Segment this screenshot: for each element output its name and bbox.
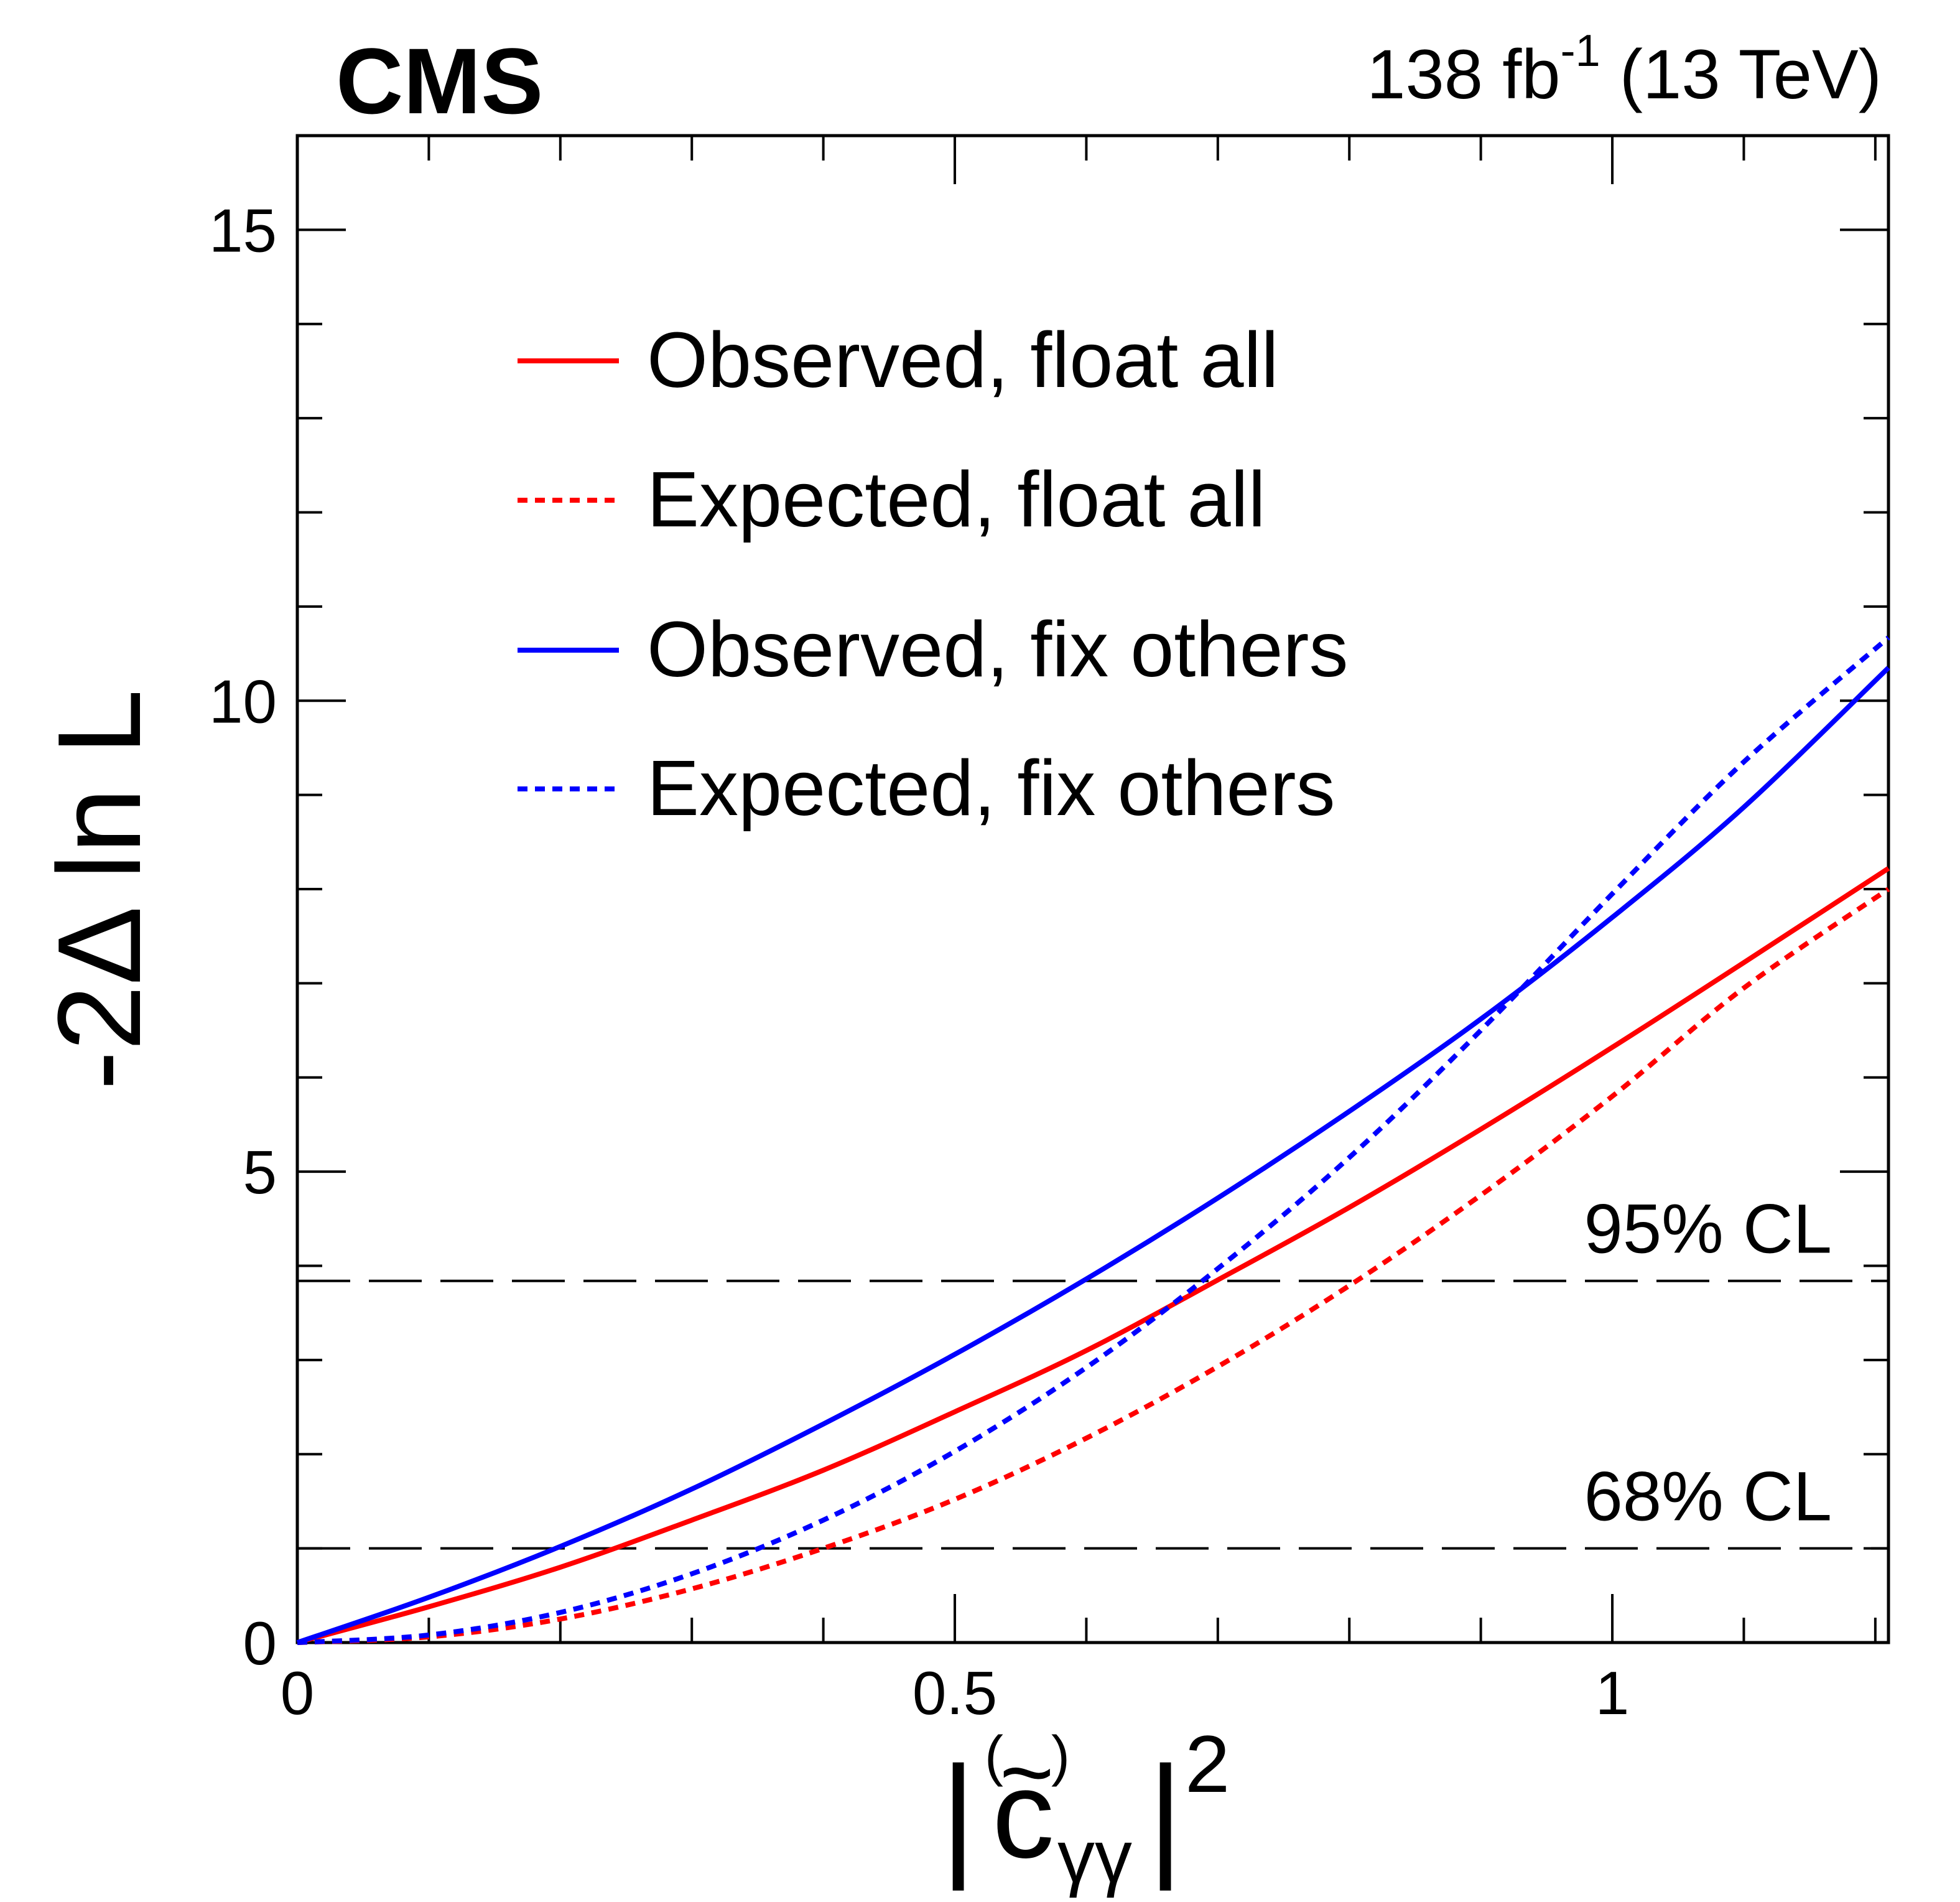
x-tick-label: 0.5 — [913, 1659, 997, 1727]
x-label-subscript: γγ — [1057, 1815, 1132, 1898]
x-tick-label: 1 — [1595, 1659, 1630, 1727]
x-tick-labels: 0 0.5 1 — [281, 1659, 1630, 1727]
x-label-tilde: ~ — [1000, 1720, 1054, 1824]
y-axis-label: -2Δ ln L — [34, 689, 165, 1091]
x-label-bar-right: | — [1148, 1738, 1183, 1891]
confidence-level-lines: 68% CL 95% CL — [297, 1190, 1888, 1550]
x-label-symbol: c — [992, 1745, 1054, 1884]
series-curves — [296, 635, 1890, 1645]
y-tick-labels: 0 5 10 15 — [209, 196, 277, 1677]
experiment-label: CMS — [336, 29, 543, 133]
axis-ticks — [296, 134, 1888, 1644]
lumi-exponent: -1 — [1561, 26, 1600, 76]
cl-reference-label: 68% CL — [1584, 1458, 1832, 1536]
series-line — [296, 666, 1890, 1645]
x-tick-label: 0 — [281, 1659, 315, 1727]
series-line — [297, 635, 1890, 1645]
y-tick-label: 0 — [243, 1609, 277, 1677]
y-tick-label: 10 — [209, 667, 277, 735]
cl-reference-label: 95% CL — [1584, 1190, 1832, 1268]
legend: Observed, float all Expected, float all Ob… — [518, 316, 1348, 832]
legend-label: Expected, fix others — [647, 744, 1335, 832]
x-label-bar-left: | — [941, 1738, 976, 1891]
lumi-energy: (13 TeV) — [1600, 35, 1882, 113]
x-label-paren-close: ) — [1051, 1725, 1070, 1788]
x-axis-label: | ( ~ ) c γγ | 2 — [941, 1718, 1230, 1898]
legend-label: Observed, float all — [647, 316, 1279, 404]
series-line — [296, 866, 1890, 1645]
y-tick-label: 15 — [209, 196, 277, 264]
legend-label: Observed, fix others — [647, 605, 1348, 693]
x-label-power: 2 — [1185, 1718, 1230, 1809]
legend-label: Expected, float all — [647, 455, 1266, 543]
y-tick-label: 5 — [243, 1138, 277, 1206]
luminosity-label: 138 fb-1 (13 TeV) — [1367, 26, 1882, 113]
lumi-value: 138 fb — [1367, 35, 1560, 113]
x-label-paren-open: ( — [985, 1725, 1003, 1788]
